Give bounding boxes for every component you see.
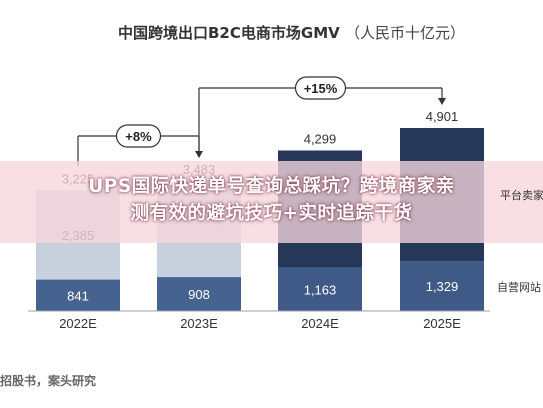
chart-title-unit: （人民币十亿元） — [344, 24, 465, 42]
segment-value-label: 1,163 — [304, 282, 337, 297]
x-tick-label: 2023E — [180, 316, 218, 331]
overlay-banner-line-2: 测有效的避坑技巧+实时追踪干货 — [130, 203, 413, 224]
chart-title: 中国跨境出口B2C电商市场GMV （人民币十亿元） — [118, 22, 465, 43]
total-value-label: 4,299 — [304, 131, 337, 146]
segment-value-label: 908 — [188, 287, 210, 302]
overlay-banner-line-1: UPS国际快递单号查询总踩坑？跨境商家亲 — [88, 176, 455, 197]
source-note: 招股书，案头研究 — [0, 374, 97, 388]
bar-segment-own-site — [36, 279, 120, 311]
x-tick-label: 2022E — [59, 316, 97, 331]
overlay-banner-text: UPS国际快递单号查询总踩坑？跨境商家亲 测有效的避坑技巧+实时追踪干货 — [0, 173, 543, 227]
legend-item-own-site: 自营网站 — [497, 281, 541, 294]
chart-title-main: 中国跨境出口B2C电商市场GMV — [118, 24, 340, 42]
growth-rate-pill — [115, 124, 162, 148]
bar-segment-own-site — [157, 277, 241, 311]
bar-segment-own-site — [278, 267, 362, 311]
growth-rate-label: +8% — [125, 129, 152, 144]
segment-value-label: 1,329 — [426, 279, 459, 294]
legend-item-platform: 平台卖家 — [500, 189, 543, 202]
x-tick-label: 2025E — [423, 316, 461, 331]
overlay-banner — [0, 161, 543, 243]
growth-rate-label: +15% — [304, 81, 338, 96]
bar-segment-own-site — [400, 261, 484, 311]
growth-rate-pill — [294, 76, 347, 100]
growth-arrowhead — [438, 98, 446, 105]
segment-value-label: 841 — [67, 288, 89, 303]
total-value-label: 4,901 — [426, 109, 459, 124]
x-tick-label: 2024E — [301, 316, 339, 331]
